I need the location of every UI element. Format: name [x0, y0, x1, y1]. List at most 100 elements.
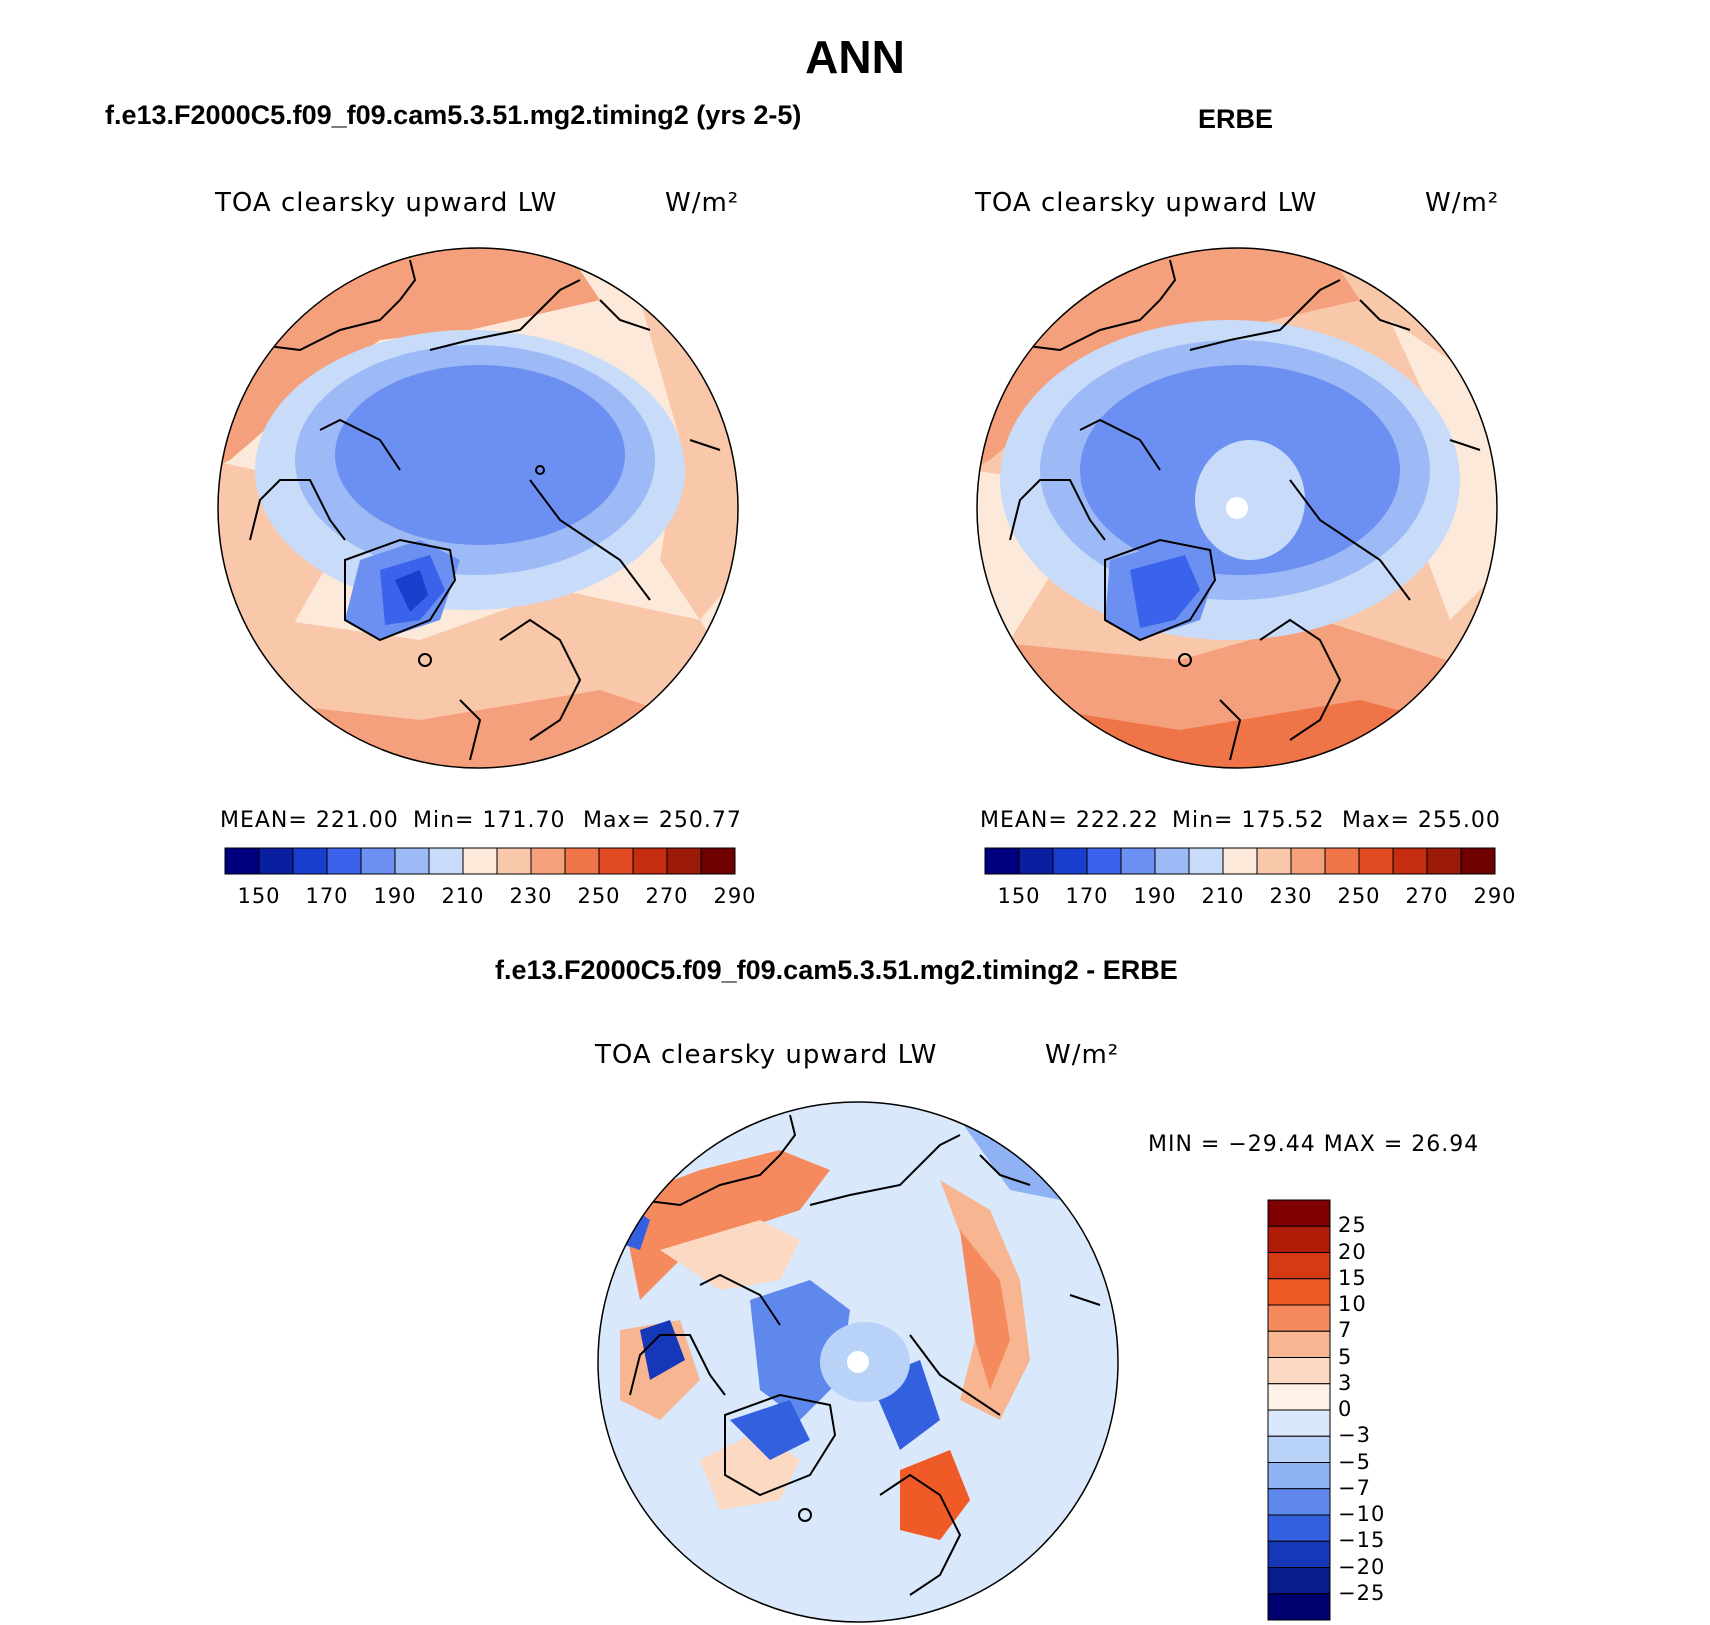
diff-colorbar-swatch [1267, 1199, 1331, 1227]
model-colorbar-swatch [632, 847, 668, 875]
diff-colorbar-tick-label: −7 [1338, 1475, 1371, 1500]
diff-colorbar-swatch [1267, 1330, 1331, 1358]
obs-mean: MEAN= 222.22 [980, 808, 1159, 833]
diff-colorbar-swatch [1267, 1514, 1331, 1542]
model-colorbar-swatch [462, 847, 498, 875]
obs-colorbar-swatch [1256, 847, 1292, 875]
model-colorbar-swatch [292, 847, 328, 875]
model-min: Min= 171.70 [413, 808, 566, 833]
obs-colorbar-tick-label: 170 [1065, 884, 1109, 908]
model-colorbar-swatch [530, 847, 566, 875]
diff-colorbar-swatch [1267, 1593, 1331, 1621]
obs-colorbar-tick-label: 250 [1337, 884, 1381, 908]
model-colorbar-tick-label: 210 [441, 884, 485, 908]
model-colorbar-swatch [700, 847, 736, 875]
diff-colorbar-tick-label: 3 [1338, 1370, 1353, 1395]
model-panel-title: f.e13.F2000C5.f09_f09.cam5.3.51.mg2.timi… [105, 100, 802, 130]
diff-colorbar-swatch [1267, 1409, 1331, 1437]
diff-colorbar [1267, 1199, 1331, 1621]
diff-colorbar-swatch [1267, 1225, 1331, 1253]
obs-colorbar-tick-label: 290 [1473, 884, 1517, 908]
diff-minmax: MIN = −29.44 MAX = 26.94 [1148, 1132, 1480, 1157]
diff-colorbar-swatch [1267, 1357, 1331, 1385]
obs-colorbar-swatch [1392, 847, 1428, 875]
obs-panel-title: ERBE [1198, 104, 1274, 134]
obs-colorbar-swatch [1426, 847, 1462, 875]
obs-colorbar-swatch [1358, 847, 1394, 875]
obs-colorbar-swatch [1120, 847, 1156, 875]
diff-colorbar-swatch [1267, 1462, 1331, 1490]
diff-colorbar-swatch [1267, 1252, 1331, 1280]
diff-colorbar-swatch [1267, 1278, 1331, 1306]
obs-colorbar-tick-label: 230 [1269, 884, 1313, 908]
model-colorbar-tick-label: 170 [305, 884, 349, 908]
diff-colorbar-swatch [1267, 1383, 1331, 1411]
diff-colorbar-tick-label: 25 [1338, 1213, 1367, 1238]
model-colorbar-tick-label: 250 [577, 884, 621, 908]
obs-colorbar-swatch [1460, 847, 1496, 875]
diff-colorbar-tick-label: 5 [1338, 1344, 1353, 1369]
diff-colorbar-tick-label: 7 [1338, 1318, 1353, 1343]
model-colorbar-swatch [394, 847, 430, 875]
model-colorbar-swatch [496, 847, 532, 875]
diff-colorbar-tick-label: −20 [1338, 1554, 1386, 1579]
model-colorbar-tick-label: 230 [509, 884, 553, 908]
obs-colorbar-tick-label: 190 [1133, 884, 1177, 908]
diff-colorbar-swatch [1267, 1488, 1331, 1516]
obs-colorbar-swatch [1290, 847, 1326, 875]
obs-colorbar-swatch [1222, 847, 1258, 875]
obs-colorbar-swatch [1086, 847, 1122, 875]
diff-units-label: W/m² [1045, 1040, 1120, 1070]
model-colorbar-swatch [326, 847, 362, 875]
model-colorbar-swatch [224, 847, 260, 875]
obs-colorbar-swatch [1154, 847, 1190, 875]
model-colorbar [224, 847, 736, 875]
model-colorbar-swatch [598, 847, 634, 875]
model-colorbar-swatch [258, 847, 294, 875]
model-variable-label: TOA clearsky upward LW [215, 188, 558, 218]
obs-polar-map [976, 247, 1498, 769]
diff-colorbar-tick-label: −25 [1338, 1580, 1386, 1605]
diff-colorbar-tick-label: 0 [1338, 1397, 1353, 1421]
diff-colorbar-tick-label: −10 [1338, 1502, 1386, 1526]
model-max: Max= 250.77 [583, 808, 742, 833]
obs-max: Max= 255.00 [1342, 808, 1501, 833]
diff-colorbar-tick-label: −5 [1338, 1449, 1371, 1474]
diff-colorbar-tick-label: 10 [1338, 1292, 1367, 1316]
diff-colorbar-tick-label: 20 [1338, 1239, 1367, 1264]
diff-colorbar-swatch [1267, 1304, 1331, 1332]
obs-colorbar-tick-label: 150 [997, 884, 1041, 908]
diff-colorbar-swatch [1267, 1435, 1331, 1463]
diff-colorbar-swatch [1267, 1540, 1331, 1568]
diff-colorbar-swatch [1267, 1567, 1331, 1595]
obs-colorbar-swatch [1018, 847, 1054, 875]
diff-variable-label: TOA clearsky upward LW [595, 1040, 938, 1070]
diff-colorbar-tick-label: 15 [1338, 1265, 1367, 1290]
obs-variable-label: TOA clearsky upward LW [975, 188, 1318, 218]
model-colorbar-swatch [666, 847, 702, 875]
model-colorbar-tick-label: 270 [645, 884, 689, 908]
model-colorbar-tick-label: 190 [373, 884, 417, 908]
diff-colorbar-tick-label: −3 [1338, 1423, 1371, 1448]
diff-panel-title: f.e13.F2000C5.f09_f09.cam5.3.51.mg2.timi… [495, 955, 1178, 985]
diff-polar-map [597, 1101, 1119, 1623]
obs-colorbar-tick-label: 210 [1201, 884, 1245, 908]
obs-units-label: W/m² [1425, 188, 1500, 218]
figure-title: ANN [805, 31, 905, 83]
model-mean: MEAN= 221.00 [220, 808, 399, 833]
obs-colorbar [984, 847, 1496, 875]
obs-colorbar-tick-label: 270 [1405, 884, 1449, 908]
model-colorbar-swatch [428, 847, 464, 875]
model-colorbar-swatch [360, 847, 396, 875]
obs-colorbar-swatch [1324, 847, 1360, 875]
obs-colorbar-swatch [1188, 847, 1224, 875]
model-colorbar-swatch [564, 847, 600, 875]
model-colorbar-tick-label: 290 [713, 884, 757, 908]
obs-colorbar-swatch [1052, 847, 1088, 875]
model-units-label: W/m² [665, 188, 740, 218]
obs-min: Min= 175.52 [1172, 808, 1325, 833]
model-polar-map [217, 247, 739, 769]
diff-colorbar-tick-label: −15 [1338, 1528, 1386, 1553]
model-colorbar-tick-label: 150 [237, 884, 281, 908]
